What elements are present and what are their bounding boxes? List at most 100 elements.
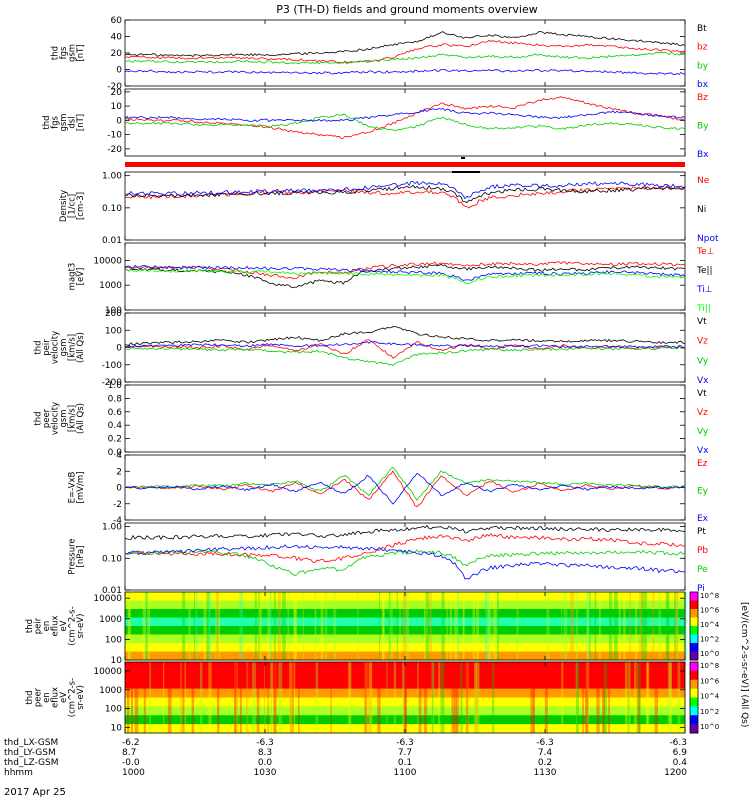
electron-velocity-panel: 1.0 0.8 0.6 0.4 0.2 0.0 thdpeervelocitygsm[km/…	[34, 381, 710, 458]
spectrogram-streak	[589, 592, 591, 660]
spectrogram-streak	[399, 592, 401, 660]
spectrogram-streak	[582, 662, 584, 733]
y-tick-label: 0	[116, 116, 122, 126]
spectrogram-streak	[142, 592, 146, 660]
y-axis-label: fgs	[59, 46, 69, 59]
x-tick-label: 8.3	[258, 748, 272, 758]
y-axis-label: (cm^2-s-	[68, 678, 78, 717]
spectrogram-streak	[330, 662, 332, 733]
spectrogram-streak	[191, 662, 195, 733]
colorbar-swatch	[690, 697, 698, 707]
colorbar-swatch	[690, 670, 698, 681]
panels: 6040200-20thdfgsgsm[nT]Btbzbybx20100-10-…	[25, 16, 720, 734]
spectrogram-streak	[293, 592, 296, 660]
spectrogram-band	[125, 600, 685, 610]
y-axis-label: [eV]	[76, 268, 86, 286]
x-tick-label: 6.9	[673, 748, 688, 758]
x-tick-label: 8.7	[122, 748, 136, 758]
spectrogram-streak	[598, 592, 601, 660]
y-tick-label: 0.6	[108, 408, 123, 418]
spectrogram-band	[125, 697, 685, 707]
spectrogram-streak	[348, 662, 351, 733]
legend-entry: Ti||	[696, 304, 711, 314]
panel-frame	[124, 522, 686, 591]
spectrogram-streak	[203, 592, 207, 660]
spectrogram-streak	[403, 662, 407, 733]
spectrogram-streak	[449, 592, 453, 660]
x-axis-row-label: thd_LX-GSM	[4, 738, 58, 748]
spectrogram-band	[125, 688, 685, 698]
colorbar-label: [eV/(cm^2-s-sr-eV)] (All Qs)	[739, 602, 749, 727]
spectrogram-streak	[475, 592, 480, 660]
y-axis-label: Pressure	[68, 538, 78, 574]
spectrogram-streak	[472, 592, 476, 660]
y-axis-label: sr-eV)	[76, 614, 86, 639]
y-tick-label: 10	[111, 656, 123, 666]
spectrogram-streak	[188, 592, 191, 660]
spectrogram-streak	[492, 592, 497, 660]
y-axis-label: gsm	[59, 338, 69, 356]
y-tick-label: 0.10	[102, 204, 122, 214]
y-tick-label: 0.2	[108, 435, 122, 445]
x-tick-label: 0.2	[538, 758, 552, 768]
x-axis-labels: thd_LX-GSM -6.2 -6.3 -6.3 -6.3 -6.3 thd_LY-GSM…	[4, 738, 687, 778]
spectrogram-streak	[289, 662, 294, 733]
y-axis-label: gsm	[59, 409, 69, 427]
spectrogram-streak	[263, 662, 266, 733]
spectrogram-streak	[357, 592, 359, 660]
colorbar-tick-label: 10^2	[700, 636, 719, 644]
series-line	[124, 544, 686, 580]
spectrogram-streak	[289, 662, 293, 733]
colorbar-tick-label: 10^4	[700, 693, 720, 701]
series-line	[124, 346, 686, 367]
spectrogram-streak	[267, 662, 269, 733]
spectrogram-streak	[440, 662, 445, 733]
legend-entry: Ti⊥	[696, 285, 713, 295]
series-line	[124, 326, 686, 346]
spectrogram-streak	[293, 592, 298, 660]
spectrogram-streak	[431, 662, 435, 733]
x-tick-label: 1200	[664, 768, 687, 778]
spectrogram-streak	[234, 662, 237, 733]
y-tick-label: 0.4	[108, 421, 123, 431]
spectrogram-streak	[273, 592, 276, 660]
spectrogram-streak	[586, 662, 590, 733]
y-axis-label: [nT]	[76, 114, 86, 131]
y-axis-label: [mV/m]	[76, 472, 86, 504]
spectrogram-streak	[147, 592, 151, 660]
spectrogram-streak	[667, 662, 672, 733]
spectrogram-streak	[423, 662, 428, 733]
panel-frame	[124, 384, 686, 453]
x-tick-label: 0.1	[398, 758, 412, 768]
spectrogram-streak	[677, 662, 681, 733]
spectrogram-streak	[418, 662, 422, 733]
y-axis-label: [nT]	[76, 44, 86, 61]
spectrogram-streak	[676, 592, 679, 660]
spectrogram-streak	[208, 592, 211, 660]
spectrogram-streak	[530, 662, 534, 733]
y-tick-label: 1000	[99, 686, 122, 696]
y-tick-label: -20	[107, 145, 122, 155]
spectrogram-streak	[613, 592, 618, 660]
spectrogram-band	[125, 609, 685, 618]
y-tick-label: 10000	[93, 667, 122, 677]
spectrogram-band	[125, 592, 685, 601]
spectrogram-streak	[406, 592, 409, 660]
series-line	[124, 51, 686, 65]
legend-entry: Vz	[697, 337, 708, 347]
spectrogram-streak	[644, 592, 648, 660]
spectrogram-streak	[608, 592, 613, 660]
spectrogram-streak	[454, 592, 458, 660]
x-tick-label: 1130	[534, 768, 557, 778]
y-tick-label: 0	[116, 484, 122, 494]
spectrogram-streak	[674, 592, 676, 660]
y-axis-label: eflux	[51, 615, 61, 636]
series-line	[124, 549, 686, 576]
electric-field-panel: 4 2 0 -2 -4 E=-VxB[mV/m] Ez Ey Ex	[68, 451, 709, 526]
x-tick-label: 7.7	[398, 748, 412, 758]
x-tick-label: -6.3	[256, 738, 274, 748]
y-axis-label: [km/s]	[68, 405, 78, 432]
spectrogram-streak	[466, 662, 468, 733]
legend-entry: Te⊥	[696, 247, 715, 257]
spectrogram-streak	[623, 592, 626, 660]
